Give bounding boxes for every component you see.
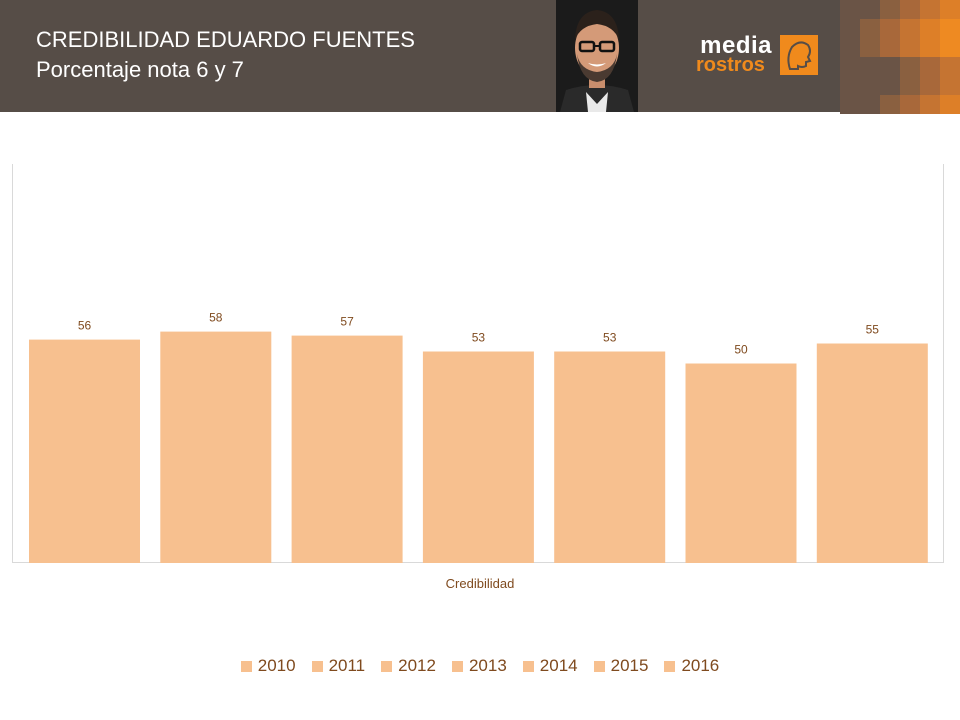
mosaic-tile [860,76,880,95]
legend-label: 2014 [539,656,578,675]
legend-label: 2012 [398,656,436,675]
data-label-2016: 55 [866,323,880,337]
mosaic-tile [900,76,920,95]
mosaic-tile [940,76,960,95]
mosaic-tile [840,76,860,95]
mosaic-tile [880,76,900,95]
mosaic-tile [860,19,880,38]
legend-label: 2016 [681,656,720,675]
mosaic-tile [840,95,860,114]
mosaic-tile [900,19,920,38]
legend-swatch [240,660,252,672]
logo-rostros-text: rostros [696,54,765,76]
mosaic-tile [920,38,940,57]
data-label-2012: 57 [340,315,354,329]
mosaic-tile [900,38,920,57]
mosaic-tile [940,38,960,57]
bar-2010 [29,339,140,563]
chart-legend: 2010 2011 2012 2013 2014 2015 2016 [0,656,960,676]
mosaic-tile [920,0,940,19]
data-label-2013: 53 [472,331,486,345]
mosaic-tile [840,0,860,19]
x-axis-label: Credibilidad [445,576,515,591]
legend-swatch [381,660,393,672]
legend-item-2012: 2012 [381,656,436,676]
mosaic-tile [840,57,860,76]
data-label-2015: 50 [734,343,748,357]
header-banner: CREDIBILIDAD EDUARDO FUENTES Porcentaje … [0,0,960,114]
bar-2015 [685,363,797,563]
decorative-mosaic [840,0,960,114]
mosaic-tile [940,95,960,114]
legend-item-2011: 2011 [311,656,366,676]
legend-label: 2010 [257,656,296,675]
mosaic-tile [900,57,920,76]
mosaic-tile [840,19,860,38]
legend-swatch [593,660,605,672]
mosaic-tile [880,38,900,57]
logo-media-text: media [700,32,772,59]
mosaic-tile [920,76,940,95]
legend-label: 2013 [468,656,507,675]
mosaic-tile [840,38,860,57]
logo-profile-icon [780,35,818,75]
mosaic-tile [860,95,880,114]
mosaic-tile [880,95,900,114]
legend-swatch [451,660,463,672]
bar-2014 [554,351,666,563]
data-label-2011: 58 [209,311,223,325]
bar-2012 [291,335,403,563]
title-block: CREDIBILIDAD EDUARDO FUENTES Porcentaje … [36,25,415,85]
legend-item-2015: 2015 [593,656,649,676]
legend-label: 2011 [328,656,366,675]
mosaic-tile [940,57,960,76]
mosaic-tile [880,57,900,76]
legend-label: 2015 [610,656,649,675]
presenter-photo [556,0,638,112]
mosaic-tile [900,95,920,114]
legend-swatch [664,660,676,672]
legend-swatch [522,660,534,672]
mosaic-tile [940,19,960,38]
data-label-2014: 53 [603,331,617,345]
mosaic-tile [880,19,900,38]
legend-item-2014: 2014 [522,656,578,676]
mosaic-tile [900,0,920,19]
mediarostros-logo: media rostros [696,34,820,78]
legend-item-2016: 2016 [664,656,719,676]
bar-2013 [422,351,534,563]
bar-2011 [160,331,272,563]
mosaic-tile [920,19,940,38]
legend-item-2010: 2010 [240,656,296,676]
mosaic-tile [920,95,940,114]
mosaic-tile [860,0,880,19]
bar-2016 [816,343,928,563]
data-label-2010: 56 [78,319,92,333]
mosaic-tile [860,38,880,57]
mosaic-tile [860,57,880,76]
mosaic-tile [940,0,960,19]
legend-swatch [311,660,323,672]
mosaic-tile [880,0,900,19]
chart-title: CREDIBILIDAD EDUARDO FUENTES [36,27,415,52]
legend-item-2013: 2013 [451,656,507,676]
chart-subtitle: Porcentaje nota 6 y 7 [36,57,244,82]
mosaic-tile [920,57,940,76]
